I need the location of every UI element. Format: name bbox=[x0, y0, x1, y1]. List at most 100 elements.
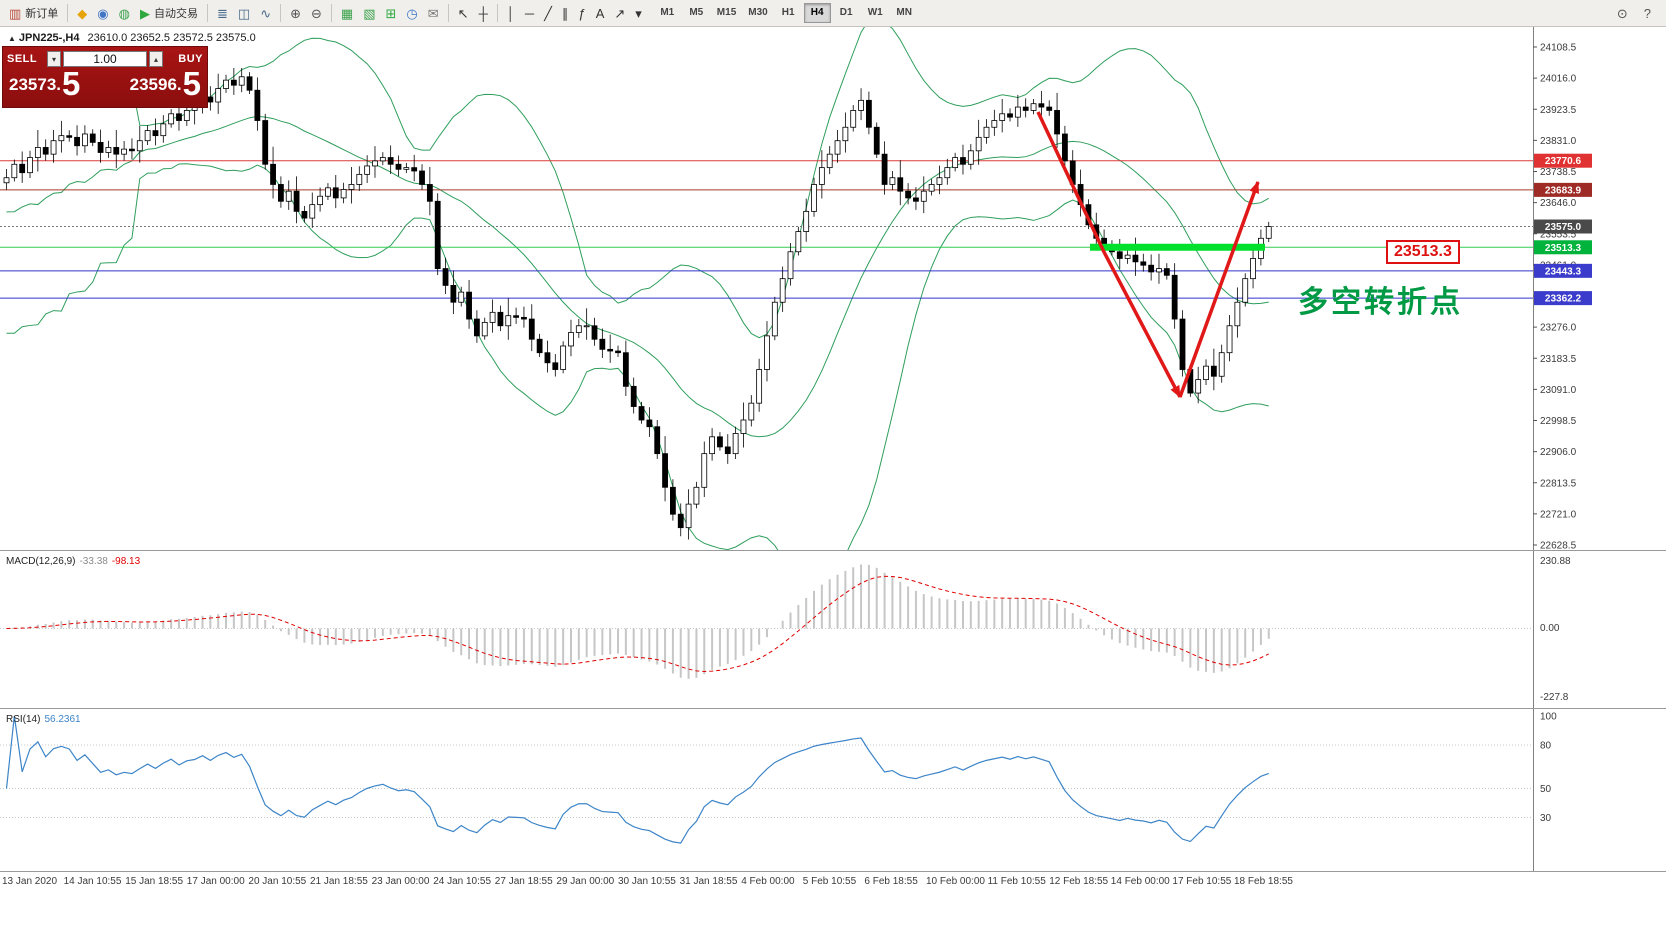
horizontal-line-icon: ─ bbox=[524, 5, 535, 21]
line-chart-button[interactable]: ∿ bbox=[255, 2, 276, 24]
price-badge-23770.6 bbox=[1534, 153, 1592, 168]
rsi-axis-label: 80 bbox=[1540, 741, 1552, 752]
price-tick-label: 23183.5 bbox=[1540, 354, 1577, 365]
one-click-trading-panel: SELL ▾ 1.00 ▴ BUY 23573. 5 23596. 5 bbox=[2, 46, 208, 108]
lot-input[interactable]: 1.00 bbox=[63, 51, 147, 67]
vertical-line-button[interactable]: │ bbox=[502, 2, 520, 24]
timeframe-button-d1[interactable]: D1 bbox=[839, 7, 853, 18]
time-label: 4 Feb 00:00 bbox=[741, 876, 795, 887]
trend-arrow-down[interactable] bbox=[1036, 111, 1182, 398]
time-axis[interactable]: 13 Jan 2020 14 Jan 10:55 15 Jan 18:55 17 Ja… bbox=[2, 876, 1293, 887]
price-tick-label: 23646.0 bbox=[1540, 198, 1577, 209]
turning-point-annotation[interactable]: 多空转折点 bbox=[1298, 286, 1463, 319]
symbol-ohlc: 23610.0 23652.5 23572.5 23575.0 bbox=[87, 32, 256, 44]
community-button[interactable]: ◉ bbox=[92, 2, 113, 24]
help-button[interactable]: ? bbox=[1639, 2, 1656, 24]
rsi-line bbox=[5, 715, 1269, 844]
price-tick-label: 22998.5 bbox=[1540, 416, 1577, 427]
crosshair-button[interactable]: ┼ bbox=[474, 2, 493, 24]
zoom-in-button[interactable]: ⊕ bbox=[285, 2, 306, 24]
channel-button[interactable]: ∥ bbox=[557, 2, 574, 24]
templates-button[interactable]: ✉ bbox=[423, 2, 444, 24]
toolbar: ▥ 新订单 ◆ ◉ ◍ ▶ 自动交易 ≣ ◫ ∿ ⊕ ⊖ ▦ ▧ ⊞ ◷ ✉ ↖ ┼ │ ─ ╱ ∥ ƒ A ↗ ▾ M1 M5 M15… bbox=[0, 0, 1666, 27]
bar-chart-button[interactable]: ≣ bbox=[212, 2, 233, 24]
toolbar-separator bbox=[330, 4, 332, 22]
trendline-icon: ╱ bbox=[544, 5, 552, 21]
timeframe-button-h4[interactable]: H4 bbox=[803, 3, 831, 23]
time-label: 10 Feb 00:00 bbox=[926, 876, 985, 887]
sell-price: 23573. bbox=[9, 75, 61, 94]
sell-label: SELL bbox=[7, 53, 38, 65]
arrows-button[interactable]: ↗ bbox=[609, 2, 630, 24]
autotrading-button[interactable]: ▶ 自动交易 bbox=[135, 2, 203, 24]
macd-name: MACD(12,26,9) bbox=[6, 556, 76, 567]
tile-windows-button[interactable]: ▦ bbox=[336, 2, 358, 24]
trend-arrow-up[interactable] bbox=[1178, 181, 1260, 398]
macd-panel[interactable]: 230.88 0.00 -227.8 bbox=[0, 556, 1571, 703]
favorites-button[interactable]: ◆ bbox=[72, 2, 92, 24]
timeframe-button-mn[interactable]: MN bbox=[896, 7, 912, 18]
zoom-out-button[interactable]: ⊖ bbox=[306, 2, 327, 24]
timeframe-button-m5[interactable]: M5 bbox=[689, 7, 704, 18]
price-tick-label: 23923.5 bbox=[1540, 105, 1577, 116]
mail-icon: ✉ bbox=[427, 5, 439, 21]
price-tick-label: 22906.0 bbox=[1540, 447, 1577, 458]
bollinger-middle-band bbox=[6, 115, 1269, 438]
cursor-button[interactable]: ↖ bbox=[453, 2, 474, 24]
channel-icon: ∥ bbox=[561, 5, 569, 21]
market-button[interactable]: ◍ bbox=[114, 2, 135, 24]
candlestick-chart-button[interactable]: ◫ bbox=[233, 2, 255, 24]
timeframe-button-m15[interactable]: M15 bbox=[716, 7, 737, 18]
macd-main-value: -33.38 bbox=[79, 556, 108, 567]
fibonacci-button[interactable]: ƒ bbox=[573, 2, 590, 24]
periods-button[interactable]: ◷ bbox=[401, 2, 422, 24]
price-callout[interactable]: 23513.3 bbox=[1386, 240, 1460, 264]
buy-label: BUY bbox=[178, 53, 203, 65]
time-label: 29 Jan 00:00 bbox=[556, 876, 614, 887]
macd-axis-label: -227.8 bbox=[1540, 692, 1569, 703]
new-order-button[interactable]: ▥ 新订单 bbox=[4, 2, 63, 24]
time-label: 23 Jan 00:00 bbox=[372, 876, 430, 887]
price-tick-label: 22813.5 bbox=[1540, 478, 1577, 489]
price-tick-label: 23831.0 bbox=[1540, 136, 1577, 147]
level-lines[interactable] bbox=[0, 160, 1533, 299]
shapes-button[interactable]: ▾ bbox=[630, 2, 647, 24]
toolbar-separator bbox=[447, 4, 449, 22]
lot-decrease-button[interactable]: ▾ bbox=[47, 51, 61, 67]
macd-label: MACD(12,26,9) -33.38 -98.13 bbox=[6, 556, 140, 567]
new-order-button-label: 新订单 bbox=[25, 8, 59, 20]
indicators-button[interactable]: ⊞ bbox=[381, 2, 402, 24]
timeframe-button-m30[interactable]: M30 bbox=[748, 7, 768, 18]
toolbar-separator bbox=[280, 4, 282, 22]
buy-button[interactable]: 23596. 5 bbox=[130, 65, 201, 102]
buy-price-big-digit: 5 bbox=[182, 65, 201, 102]
candlestick-icon: ◫ bbox=[237, 5, 251, 21]
horizontal-line-button[interactable]: ─ bbox=[520, 2, 539, 24]
trendline-button[interactable]: ╱ bbox=[539, 2, 557, 24]
lot-increase-button[interactable]: ▴ bbox=[149, 51, 163, 67]
price-badge-label: 23575.0 bbox=[1545, 222, 1582, 233]
price-badge-23443.3 bbox=[1534, 263, 1592, 278]
new-chart-button[interactable]: ▧ bbox=[358, 2, 380, 24]
new-chart-icon: ▧ bbox=[363, 5, 376, 21]
rsi-name: RSI(14) bbox=[6, 714, 41, 725]
rsi-axis-label: 100 bbox=[1540, 712, 1557, 723]
text-button[interactable]: A bbox=[591, 2, 610, 24]
price-badge-label: 23362.2 bbox=[1545, 294, 1582, 305]
price-axis[interactable]: 24108.5 24016.0 23923.5 23831.0 23738.5 23646… bbox=[1533, 43, 1592, 552]
symbol-title: JPN225-,H4 bbox=[18, 32, 80, 44]
rsi-panel[interactable]: 100 80 50 30 bbox=[0, 712, 1557, 844]
zoom-out-icon: ⊖ bbox=[311, 5, 322, 21]
search-icon: ⊙ bbox=[1616, 5, 1628, 21]
timeframe-button-m1[interactable]: M1 bbox=[660, 7, 675, 18]
search-button[interactable]: ⊙ bbox=[1612, 2, 1633, 24]
time-label: 20 Jan 10:55 bbox=[248, 876, 306, 887]
timeframe-button-h1[interactable]: H1 bbox=[781, 7, 795, 18]
time-label: 11 Feb 10:55 bbox=[988, 876, 1047, 887]
indicators-add-icon: ⊞ bbox=[385, 5, 397, 21]
price-tick-label: 23553.5 bbox=[1540, 229, 1577, 240]
timeframe-button-w1[interactable]: W1 bbox=[867, 7, 883, 18]
macd-signal-line bbox=[6, 575, 1269, 673]
sell-button[interactable]: 23573. 5 bbox=[9, 67, 80, 100]
